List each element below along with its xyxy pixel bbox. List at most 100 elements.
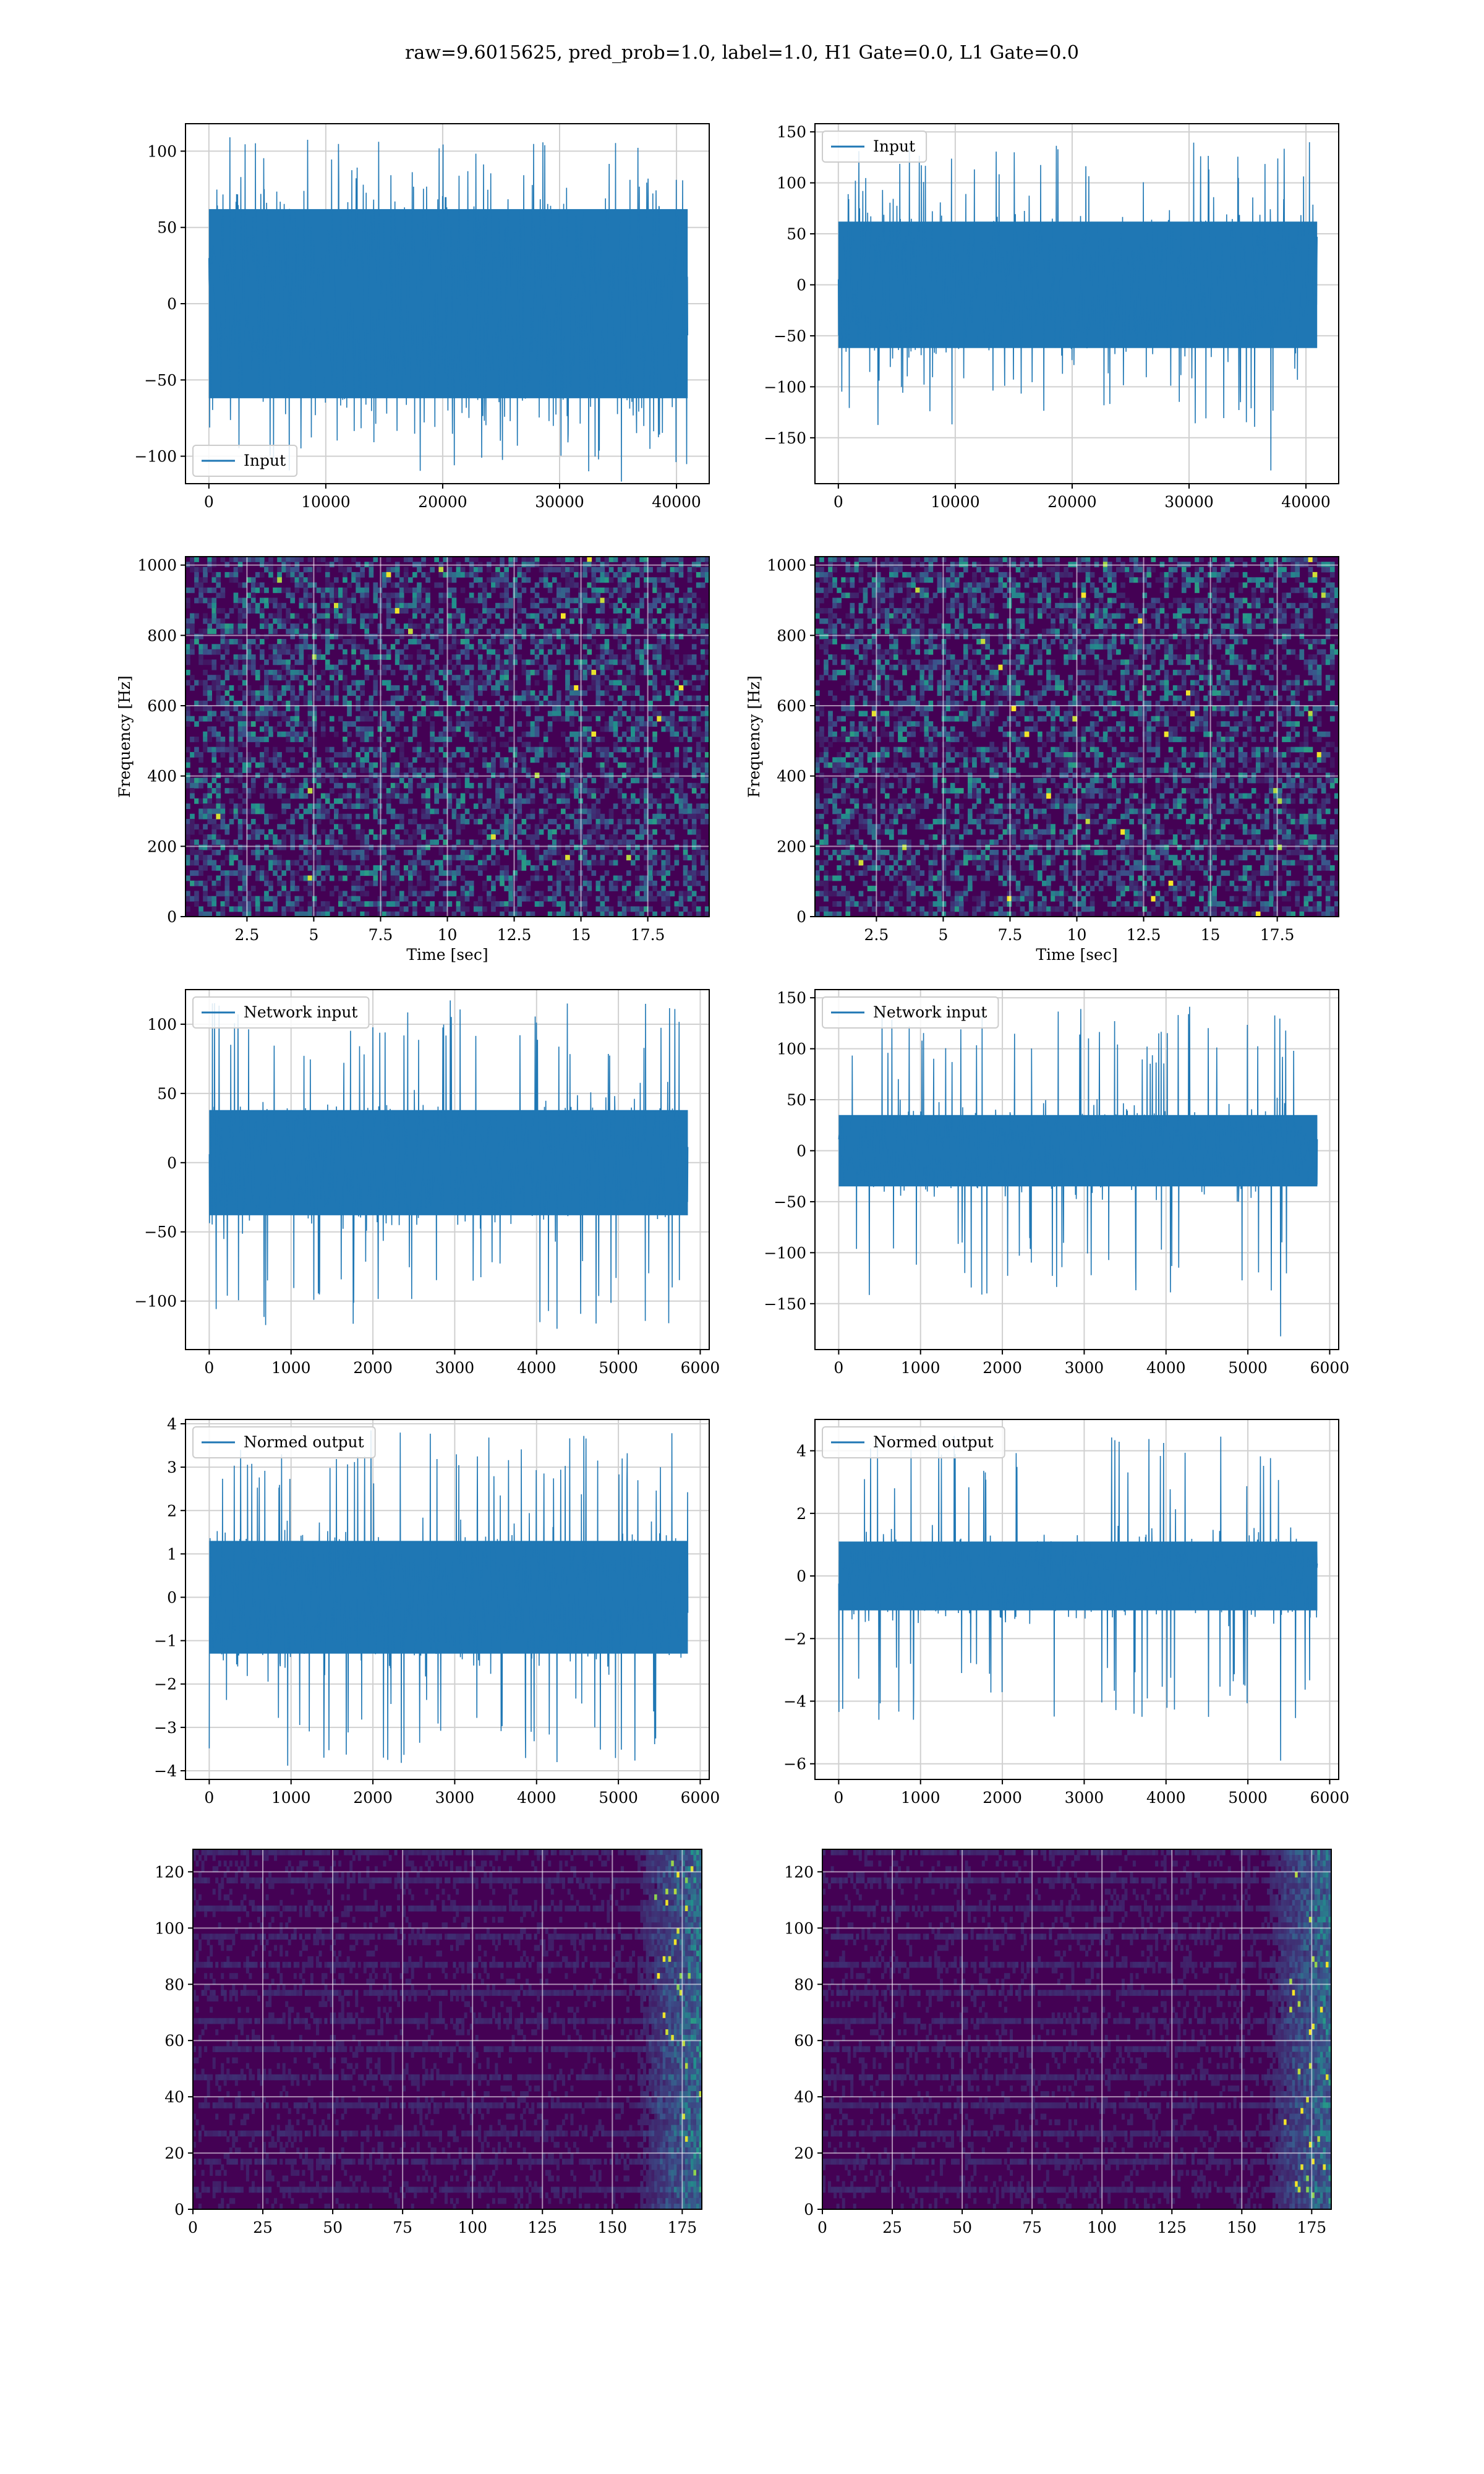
heatmap-cell bbox=[360, 747, 365, 753]
heatmap-cell bbox=[186, 773, 190, 779]
heatmap-cell bbox=[312, 649, 317, 655]
heatmap-cell bbox=[421, 834, 426, 840]
heatmap-cell bbox=[863, 659, 868, 666]
heatmap-cell bbox=[670, 593, 675, 599]
heatmap-cell bbox=[587, 773, 592, 779]
heatmap-cell bbox=[858, 906, 864, 912]
heatmap-cell bbox=[464, 623, 470, 629]
heatmap-cell bbox=[582, 567, 587, 573]
heatmap-cell bbox=[290, 875, 296, 881]
heatmap-cell bbox=[464, 731, 470, 737]
heatmap-cell bbox=[819, 757, 824, 763]
heatmap-cell bbox=[657, 633, 662, 640]
heatmap-cell bbox=[858, 577, 864, 583]
legend-label: Input bbox=[244, 452, 286, 469]
heatmap-cell bbox=[399, 777, 404, 784]
heatmap-cell bbox=[880, 777, 885, 784]
heatmap-cell bbox=[828, 742, 833, 748]
heatmap-cell bbox=[652, 870, 657, 876]
heatmap-cell bbox=[224, 644, 230, 650]
heatmap-cell bbox=[639, 788, 644, 794]
heatmap-cell bbox=[491, 685, 496, 691]
heatmap-cell bbox=[837, 757, 842, 763]
heatmap-cell bbox=[841, 839, 846, 845]
heatmap-cell bbox=[871, 706, 877, 711]
heatmap-cell bbox=[819, 577, 824, 583]
heatmap-cell bbox=[464, 680, 470, 686]
heatmap-cell bbox=[574, 571, 579, 578]
heatmap-cell bbox=[224, 571, 230, 578]
heatmap-cell bbox=[565, 593, 570, 599]
heatmap-cell bbox=[403, 762, 409, 768]
heatmap-cell bbox=[495, 788, 500, 794]
heatmap-cell bbox=[390, 788, 396, 794]
heatmap-cell bbox=[534, 849, 540, 855]
heatmap-cell bbox=[299, 644, 304, 650]
heatmap-cell bbox=[819, 731, 824, 737]
heatmap-cell bbox=[460, 618, 466, 624]
heatmap-cell bbox=[626, 813, 631, 820]
heatmap-cell bbox=[338, 618, 343, 624]
heatmap-cell bbox=[880, 613, 885, 619]
heatmap-cell bbox=[608, 716, 614, 722]
heatmap-cell bbox=[556, 870, 561, 876]
heatmap-cell bbox=[595, 747, 601, 753]
heatmap-cell bbox=[526, 860, 531, 866]
heatmap-cell bbox=[850, 849, 855, 855]
heatmap-cell bbox=[687, 757, 693, 763]
heatmap-cell bbox=[635, 891, 640, 897]
heatmap-cell bbox=[574, 597, 579, 604]
heatmap-cell bbox=[394, 865, 400, 871]
heatmap-cell bbox=[394, 690, 400, 696]
heatmap-cell bbox=[556, 773, 561, 779]
heatmap-cell bbox=[394, 654, 400, 660]
heatmap-cell bbox=[277, 880, 282, 886]
heatmap-cell bbox=[469, 567, 474, 573]
heatmap-cell bbox=[621, 700, 627, 706]
heatmap-cell bbox=[889, 618, 894, 624]
heatmap-cell bbox=[343, 680, 348, 686]
heatmap-cell bbox=[876, 901, 881, 907]
heatmap-cell bbox=[648, 793, 653, 799]
heatmap-cell bbox=[832, 633, 837, 640]
heatmap-cell bbox=[678, 798, 684, 804]
heatmap-cell bbox=[203, 844, 208, 850]
heatmap-cell bbox=[456, 782, 461, 789]
heatmap-cell bbox=[299, 834, 304, 840]
heatmap-cell bbox=[207, 813, 212, 820]
y-tick-label: 100 bbox=[147, 142, 177, 160]
heatmap-cell bbox=[617, 706, 623, 711]
heatmap-cell bbox=[613, 618, 618, 624]
heatmap-cell bbox=[569, 839, 574, 845]
heatmap-cell bbox=[250, 711, 256, 717]
heatmap-cell bbox=[281, 886, 286, 891]
heatmap-cell bbox=[425, 593, 430, 599]
heatmap-cell bbox=[207, 675, 212, 681]
heatmap-cell bbox=[294, 870, 300, 876]
heatmap-cell bbox=[364, 839, 370, 845]
heatmap-cell bbox=[277, 839, 282, 845]
heatmap-cell bbox=[434, 628, 439, 635]
heatmap-cell bbox=[351, 782, 356, 789]
heatmap-cell bbox=[456, 608, 461, 614]
heatmap-cell bbox=[582, 880, 587, 886]
heatmap-cell bbox=[198, 777, 203, 784]
heatmap-cell bbox=[828, 618, 833, 624]
heatmap-cell bbox=[876, 716, 881, 722]
heatmap-cell bbox=[867, 613, 872, 619]
heatmap-cell bbox=[356, 762, 360, 768]
heatmap-cell bbox=[863, 824, 868, 830]
heatmap-cell bbox=[508, 695, 513, 701]
heatmap-cell bbox=[277, 751, 282, 758]
heatmap-cell bbox=[569, 721, 574, 727]
heatmap-cell bbox=[255, 633, 260, 640]
heatmap-cell bbox=[521, 757, 527, 763]
heatmap-cell bbox=[338, 824, 343, 830]
heatmap-cell bbox=[351, 577, 356, 583]
heatmap-cell bbox=[203, 587, 208, 593]
heatmap-cell bbox=[281, 773, 286, 779]
heatmap-cell bbox=[477, 844, 483, 850]
heatmap-cell bbox=[513, 762, 518, 768]
heatmap-cell bbox=[312, 695, 317, 701]
heatmap-cell bbox=[369, 700, 374, 706]
